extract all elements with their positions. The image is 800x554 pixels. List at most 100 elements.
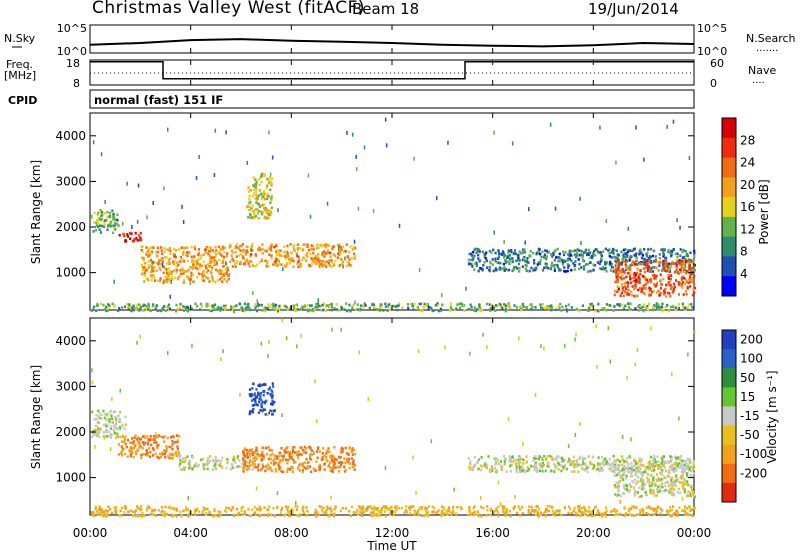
data-cell (631, 260, 634, 263)
data-cell (663, 475, 665, 480)
data-cell (530, 509, 533, 512)
data-cell (679, 248, 682, 251)
data-cell (234, 263, 237, 266)
data-cell (667, 291, 670, 295)
data-cell (263, 513, 266, 517)
data-cell (306, 243, 309, 246)
data-cell (353, 468, 356, 471)
data-cell (624, 281, 627, 285)
data-cell (472, 257, 475, 260)
data-cell (344, 250, 347, 253)
data-cell (326, 505, 329, 508)
data-cell (323, 468, 326, 472)
data-cell (339, 264, 342, 267)
data-cell (528, 467, 531, 471)
data-cell (672, 305, 675, 309)
power-colorbar-tick: 20 (740, 178, 755, 192)
data-cell (656, 455, 659, 458)
data-cell (340, 262, 343, 266)
data-cell (677, 487, 680, 491)
data-cell (171, 457, 174, 460)
data-cell (194, 462, 197, 466)
data-cell (107, 303, 110, 306)
data-cell (274, 470, 278, 473)
data-cell (268, 130, 270, 135)
data-cell (532, 465, 535, 468)
data-cell (246, 464, 249, 468)
data-cell (246, 160, 248, 165)
data-cell (472, 250, 475, 254)
data-cell (540, 511, 543, 515)
data-cell (325, 452, 328, 455)
data-cell (249, 458, 252, 462)
data-cell (195, 304, 199, 308)
data-cell (285, 264, 288, 268)
data-cell (450, 512, 453, 516)
data-cell (258, 205, 261, 209)
data-cell (608, 467, 611, 471)
data-cell (504, 511, 508, 514)
data-cell (256, 309, 259, 313)
data-cell (209, 459, 212, 462)
data-cell (273, 409, 276, 412)
data-cell (521, 466, 524, 470)
data-cell (502, 255, 506, 259)
data-cell (545, 249, 548, 253)
data-cell (541, 465, 544, 468)
data-cell (249, 216, 252, 219)
data-cell (137, 507, 140, 510)
data-cell (652, 459, 655, 463)
data-cell (465, 286, 467, 291)
data-cell (636, 491, 639, 494)
data-cell (684, 277, 687, 281)
data-cell (632, 468, 636, 472)
data-cell (692, 514, 695, 517)
data-cell (317, 465, 320, 469)
data-cell (651, 463, 654, 466)
data-cell (609, 467, 612, 470)
data-cell (105, 425, 108, 428)
data-cell (301, 448, 304, 452)
data-cell (194, 509, 197, 513)
data-cell (488, 303, 491, 306)
data-cell (316, 306, 319, 309)
data-cell (631, 466, 634, 470)
data-cell (128, 232, 132, 235)
data-cell (652, 508, 655, 511)
data-cell (339, 509, 342, 513)
data-cell (254, 513, 257, 517)
data-cell (685, 472, 688, 475)
data-cell (135, 438, 138, 441)
data-cell (307, 248, 310, 252)
data-cell (214, 281, 217, 284)
data-cell (674, 306, 677, 309)
data-cell (135, 308, 138, 311)
data-cell (441, 293, 443, 298)
data-cell (324, 262, 327, 265)
data-cell (680, 454, 683, 458)
data-cell (218, 258, 221, 262)
data-cell (201, 275, 204, 278)
data-cell (168, 262, 171, 265)
data-cell (206, 461, 209, 465)
data-cell (649, 488, 652, 492)
data-cell (159, 455, 162, 459)
data-cell (459, 506, 462, 509)
data-cell (653, 458, 656, 462)
data-cell (558, 252, 561, 256)
data-cell (672, 470, 675, 473)
data-cell (254, 466, 257, 469)
data-cell (473, 268, 476, 271)
data-cell (239, 392, 241, 397)
data-cell (140, 264, 143, 267)
data-cell (653, 468, 656, 472)
data-cell (687, 494, 690, 497)
data-cell (633, 264, 636, 267)
data-cell (327, 251, 330, 254)
data-cell (128, 304, 131, 307)
data-cell (684, 459, 687, 463)
data-cell (112, 424, 115, 427)
data-cell (275, 244, 278, 248)
data-cell (265, 249, 268, 253)
data-cell (267, 508, 270, 511)
